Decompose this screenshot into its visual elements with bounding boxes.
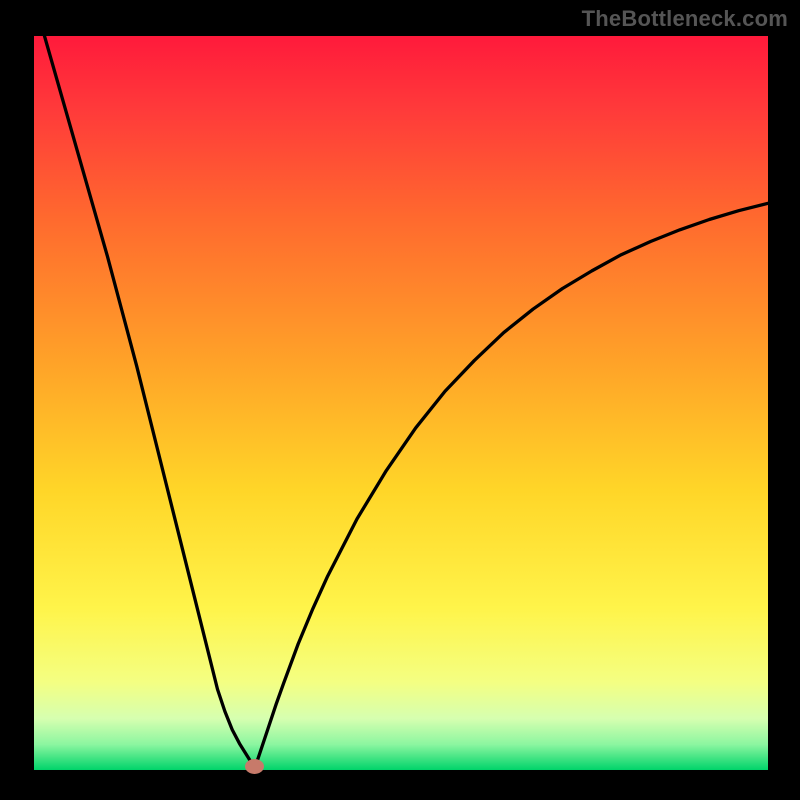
optimal-point-marker — [245, 759, 264, 774]
watermark-text: TheBottleneck.com — [582, 6, 788, 32]
chart-frame: TheBottleneck.com — [0, 0, 800, 800]
plot-area — [34, 36, 768, 770]
